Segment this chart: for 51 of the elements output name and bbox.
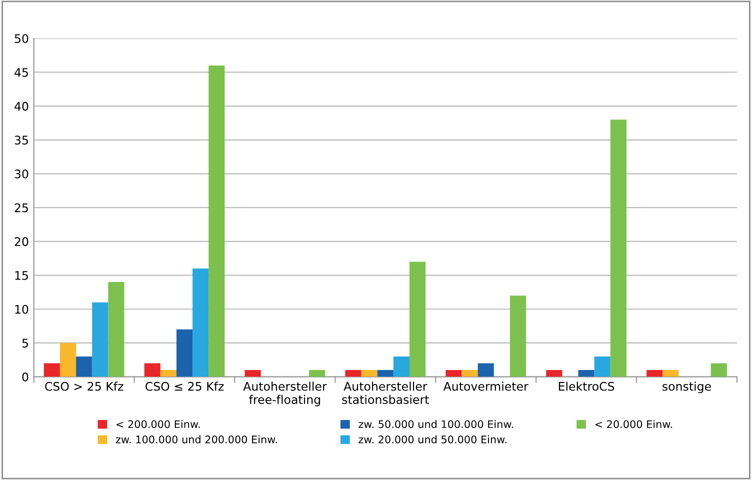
bar: [462, 370, 478, 377]
bar: [176, 329, 193, 377]
x-tick-label: Autohersteller free-floating: [243, 382, 327, 406]
bar: [410, 262, 426, 377]
y-tick-label: 25: [14, 203, 28, 212]
y-tick-label: 10: [15, 304, 28, 314]
bar: [244, 370, 261, 377]
legend-label: < 200.000 Einw.: [116, 420, 200, 428]
bar: [44, 363, 60, 377]
y-tick-label: 50: [14, 34, 28, 44]
x-tick-label: ElektroCS: [558, 382, 614, 391]
bar: [76, 356, 92, 377]
x-tick-label: Autohersteller stationsbasiert: [342, 382, 429, 404]
bar: [192, 268, 209, 377]
y-tick-label: 5: [22, 338, 28, 348]
x-tick-label: CSO > 25 Kfz: [45, 382, 124, 391]
bar: [144, 363, 160, 377]
legend-label: zw. 20.000 und 50.000 Einw.: [358, 435, 506, 444]
bar: [446, 370, 462, 377]
bar: [60, 342, 76, 377]
bar: [478, 363, 494, 377]
y-tick-label: 20: [14, 237, 28, 246]
bar: [662, 370, 679, 377]
legend-label: zw. 100.000 und 200.000 Einw.: [116, 435, 277, 444]
bar: [510, 296, 526, 377]
x-tick-label: Autovermieter: [443, 382, 528, 391]
bar: [610, 120, 626, 377]
bar: [160, 370, 176, 377]
bar: [594, 356, 610, 377]
bar: [646, 370, 663, 377]
y-tick-label: 45: [14, 68, 28, 77]
y-tick-label: 35: [14, 136, 28, 145]
y-tick-label: 15: [15, 271, 28, 280]
bar: [393, 356, 410, 377]
legend-label: < 20.000 Einw.: [595, 420, 672, 428]
bar: [578, 370, 594, 377]
y-tick-label: 30: [14, 169, 28, 178]
bar: [309, 370, 326, 377]
bar: [208, 65, 225, 377]
bar: [377, 370, 394, 377]
bar: [108, 282, 124, 377]
y-tick-label: 0: [22, 372, 28, 382]
bar: [710, 363, 727, 377]
bar: [345, 370, 362, 377]
legend-label: zw. 50.000 und 100.000 Einw.: [358, 420, 513, 428]
bar: [92, 302, 108, 377]
bar: [361, 370, 378, 377]
x-tick-label: sonstige: [662, 382, 711, 394]
x-tick-label: CSO ≤ 25 Kfz: [146, 382, 224, 391]
y-tick-label: 40: [14, 102, 28, 111]
bar: [546, 370, 562, 377]
